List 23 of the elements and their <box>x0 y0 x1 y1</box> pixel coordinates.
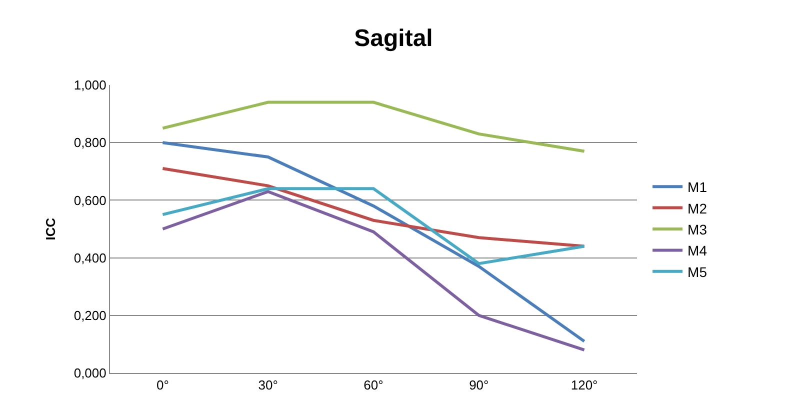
y-tick-label: 0,800 <box>74 135 106 150</box>
chart-title: Sagital <box>354 25 433 52</box>
y-tick-label: 0,000 <box>74 366 106 381</box>
x-tick-label: 60° <box>364 378 384 393</box>
legend-label: M3 <box>688 221 708 238</box>
x-tick-label: 120° <box>570 378 598 393</box>
x-tick-label: 30° <box>258 378 278 393</box>
x-tick-label: 0° <box>156 378 169 393</box>
legend-label: M2 <box>688 200 708 216</box>
y-tick-label: 1,000 <box>74 78 106 93</box>
line-series <box>161 167 586 248</box>
legend-label: M5 <box>688 264 708 280</box>
line-series <box>161 141 586 343</box>
line-series <box>161 190 586 352</box>
y-axis-title: ICC <box>42 217 58 240</box>
x-tick-label: 90° <box>469 378 489 393</box>
y-tick-label: 0,600 <box>74 192 106 208</box>
y-tick-label: 0,200 <box>74 308 106 323</box>
legend-label: M1 <box>688 179 708 196</box>
y-tick-label: 0,400 <box>74 250 106 266</box>
line-series <box>161 100 586 153</box>
line-series <box>161 187 586 266</box>
legend-label: M4 <box>688 242 708 259</box>
